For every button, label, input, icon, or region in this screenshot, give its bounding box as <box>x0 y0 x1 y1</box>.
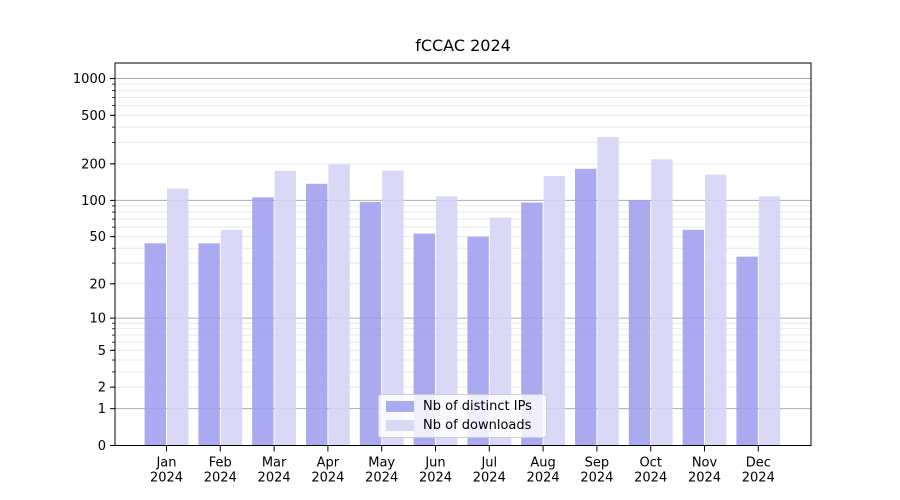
bar-nb-of-downloads-apr <box>328 164 350 446</box>
x-tick-label-month: Oct <box>639 456 661 471</box>
bar-nb-of-distinct-ips-jun <box>413 233 435 446</box>
legend: Nb of distinct IPs Nb of downloads <box>378 394 547 438</box>
y-tick-label: 1 <box>98 402 106 417</box>
x-tick-label-year: 2024 <box>365 471 398 486</box>
bar-nb-of-downloads-mar <box>274 170 296 446</box>
bar-nb-of-downloads-may <box>382 170 404 446</box>
x-tick-label-month: Nov <box>692 456 718 471</box>
bar-nb-of-downloads-oct <box>651 159 673 446</box>
bar-nb-of-downloads-feb <box>220 229 243 446</box>
x-tick-label-month: Aug <box>530 456 555 471</box>
y-tick-label: 1000 <box>73 72 106 87</box>
x-tick-label-year: 2024 <box>258 471 291 486</box>
legend-item-downloads: Nb of downloads <box>386 418 546 434</box>
bar-nb-of-downloads-dec <box>758 196 781 446</box>
x-tick-label-year: 2024 <box>634 471 667 486</box>
bar-nb-of-distinct-ips-nov <box>682 229 704 446</box>
y-tick-label: 50 <box>89 230 106 245</box>
bar-nb-of-downloads-jan <box>167 188 189 446</box>
y-tick-label: 10 <box>89 312 106 327</box>
x-tick-label-year: 2024 <box>742 471 775 486</box>
x-tick-label-month: Jul <box>480 456 497 471</box>
bar-nb-of-downloads-sep <box>597 137 619 446</box>
x-tick-label-month: Apr <box>317 456 340 471</box>
x-tick-label-month: May <box>368 456 395 471</box>
y-tick-label: 0 <box>98 439 106 454</box>
bar-nb-of-downloads-aug <box>543 175 565 446</box>
bar-nb-of-distinct-ips-mar <box>252 197 274 446</box>
x-tick-label-month: Feb <box>209 456 232 471</box>
bar-nb-of-distinct-ips-jan <box>144 243 166 446</box>
legend-swatch-downloads <box>386 420 414 431</box>
x-tick-label-year: 2024 <box>204 471 237 486</box>
bar-nb-of-downloads-jul <box>489 217 512 446</box>
x-tick-label-month: Dec <box>746 456 771 471</box>
plot-border <box>114 62 812 446</box>
x-tick-label-year: 2024 <box>419 471 452 486</box>
bar-nb-of-distinct-ips-may <box>359 201 382 446</box>
legend-swatch-distinct-ips <box>386 401 414 412</box>
x-tick-label-year: 2024 <box>150 471 183 486</box>
legend-item-distinct-ips: Nb of distinct IPs <box>386 399 546 415</box>
x-tick-label-month: Mar <box>262 456 287 471</box>
x-tick-label-month: Jun <box>424 456 445 471</box>
x-tick-label-month: Sep <box>585 456 610 471</box>
bar-nb-of-distinct-ips-sep <box>575 168 597 446</box>
y-tick-label: 5 <box>98 344 106 359</box>
x-tick-label-month: Jan <box>155 456 176 471</box>
bar-nb-of-distinct-ips-aug <box>521 202 543 446</box>
bar-nb-of-distinct-ips-jul <box>467 236 489 446</box>
bar-nb-of-downloads-nov <box>705 174 727 446</box>
bar-nb-of-distinct-ips-dec <box>736 256 758 446</box>
x-tick-label-year: 2024 <box>473 471 506 486</box>
legend-label: Nb of distinct IPs <box>423 399 532 414</box>
x-tick-label-year: 2024 <box>311 471 344 486</box>
chart-title: fCCAC 2024 <box>415 36 511 55</box>
bar-nb-of-distinct-ips-apr <box>306 183 328 446</box>
y-tick-label: 2 <box>98 381 106 396</box>
bar-nb-of-distinct-ips-oct <box>628 200 651 446</box>
bar-nb-of-downloads-jun <box>436 196 458 446</box>
x-tick-label-year: 2024 <box>688 471 721 486</box>
y-tick-label: 20 <box>89 277 106 292</box>
y-tick-label: 200 <box>81 157 106 172</box>
legend-label: Nb of downloads <box>423 418 532 433</box>
bar-nb-of-distinct-ips-feb <box>198 243 220 446</box>
y-tick-label: 100 <box>81 194 106 209</box>
x-tick-label-year: 2024 <box>580 471 613 486</box>
x-tick-label-year: 2024 <box>527 471 560 486</box>
y-tick-label: 500 <box>81 109 106 124</box>
